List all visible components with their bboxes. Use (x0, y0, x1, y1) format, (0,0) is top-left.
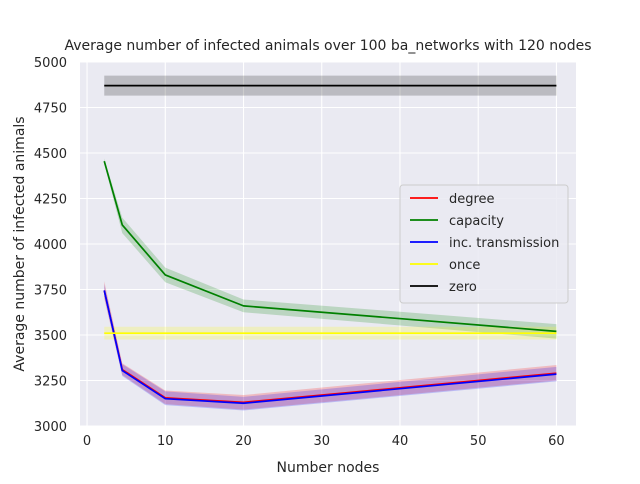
legend-label: degree (449, 192, 495, 207)
y-tick-label: 5000 (34, 56, 67, 71)
y-tick-label: 3000 (34, 420, 67, 435)
y-tick-label: 3750 (34, 284, 67, 299)
series-line-capacity (103, 160, 557, 333)
band-inc-transmission (104, 284, 557, 411)
series-line-inc-transmission (103, 290, 557, 405)
x-axis-label: Number nodes (277, 460, 380, 476)
y-tick-label: 3250 (34, 375, 67, 390)
y-tick-label: 3500 (34, 329, 67, 344)
x-tick-label: 40 (392, 434, 409, 449)
y-tick-label: 4250 (34, 193, 67, 208)
band-capacity (104, 158, 557, 339)
legend-label: capacity (449, 214, 504, 229)
chart-title: Average number of infected animals over … (64, 38, 591, 54)
legend-box (399, 184, 569, 304)
tick-labels: 0 10 20 30 40 50 60 3000 3250 3500 3750 4000 4250 450… (34, 56, 565, 449)
y-tick-label: 4750 (34, 102, 67, 117)
y-axis-label: Average number of infected animals (12, 116, 28, 371)
x-tick-label: 50 (470, 434, 487, 449)
x-tick-label: 20 (235, 434, 252, 449)
y-tick-label: 4500 (34, 147, 67, 162)
x-tick-label: 0 (83, 434, 91, 449)
y-tick-label: 4000 (34, 238, 67, 253)
legend-label: inc. transmission (449, 236, 559, 251)
x-tick-label: 60 (548, 434, 565, 449)
legend-label: once (449, 258, 480, 273)
legend-label: zero (449, 280, 477, 295)
x-tick-label: 30 (313, 434, 330, 449)
legend: degree capacity inc. transmission once zero (399, 184, 569, 304)
band-degree (104, 281, 557, 410)
x-tick-label: 10 (157, 434, 174, 449)
series-lines (103, 84, 557, 405)
